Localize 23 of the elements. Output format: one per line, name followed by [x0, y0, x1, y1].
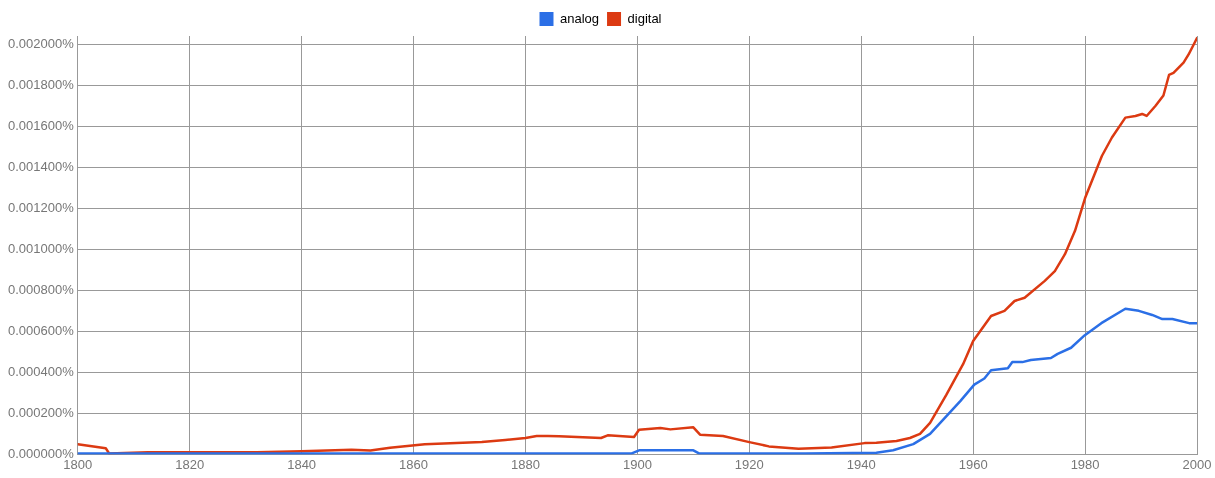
x-tick-label: 1820: [175, 456, 205, 472]
y-tick-label: 0.001000%: [8, 240, 75, 256]
x-tick-label: 1880: [511, 456, 540, 472]
y-tick-label: 0.000400%: [8, 363, 75, 379]
x-tick-label: 2000: [1182, 456, 1212, 472]
y-tick-label: 0.000200%: [8, 404, 75, 420]
y-tick-label: 0.002000%: [8, 35, 75, 51]
y-tick-label: 0.000800%: [8, 281, 75, 297]
x-tick-label: 1920: [734, 456, 764, 472]
x-tick-label: 1860: [399, 456, 429, 472]
legend-label: analog: [560, 10, 600, 26]
legend-label: digital: [627, 10, 662, 26]
x-tick-label: 1900: [622, 456, 652, 472]
x-tick-label: 1840: [287, 456, 317, 472]
x-tick-label: 1980: [1070, 456, 1100, 472]
y-tick-label: 0.000000%: [8, 445, 75, 461]
y-tick-label: 0.001200%: [8, 199, 75, 215]
x-tick-label: 1960: [958, 456, 988, 472]
y-tick-label: 0.001400%: [8, 158, 75, 174]
y-tick-label: 0.001600%: [8, 117, 75, 133]
y-tick-label: 0.000600%: [8, 322, 75, 338]
y-tick-label: 0.001800%: [8, 76, 75, 92]
x-tick-label: 1940: [846, 456, 876, 472]
